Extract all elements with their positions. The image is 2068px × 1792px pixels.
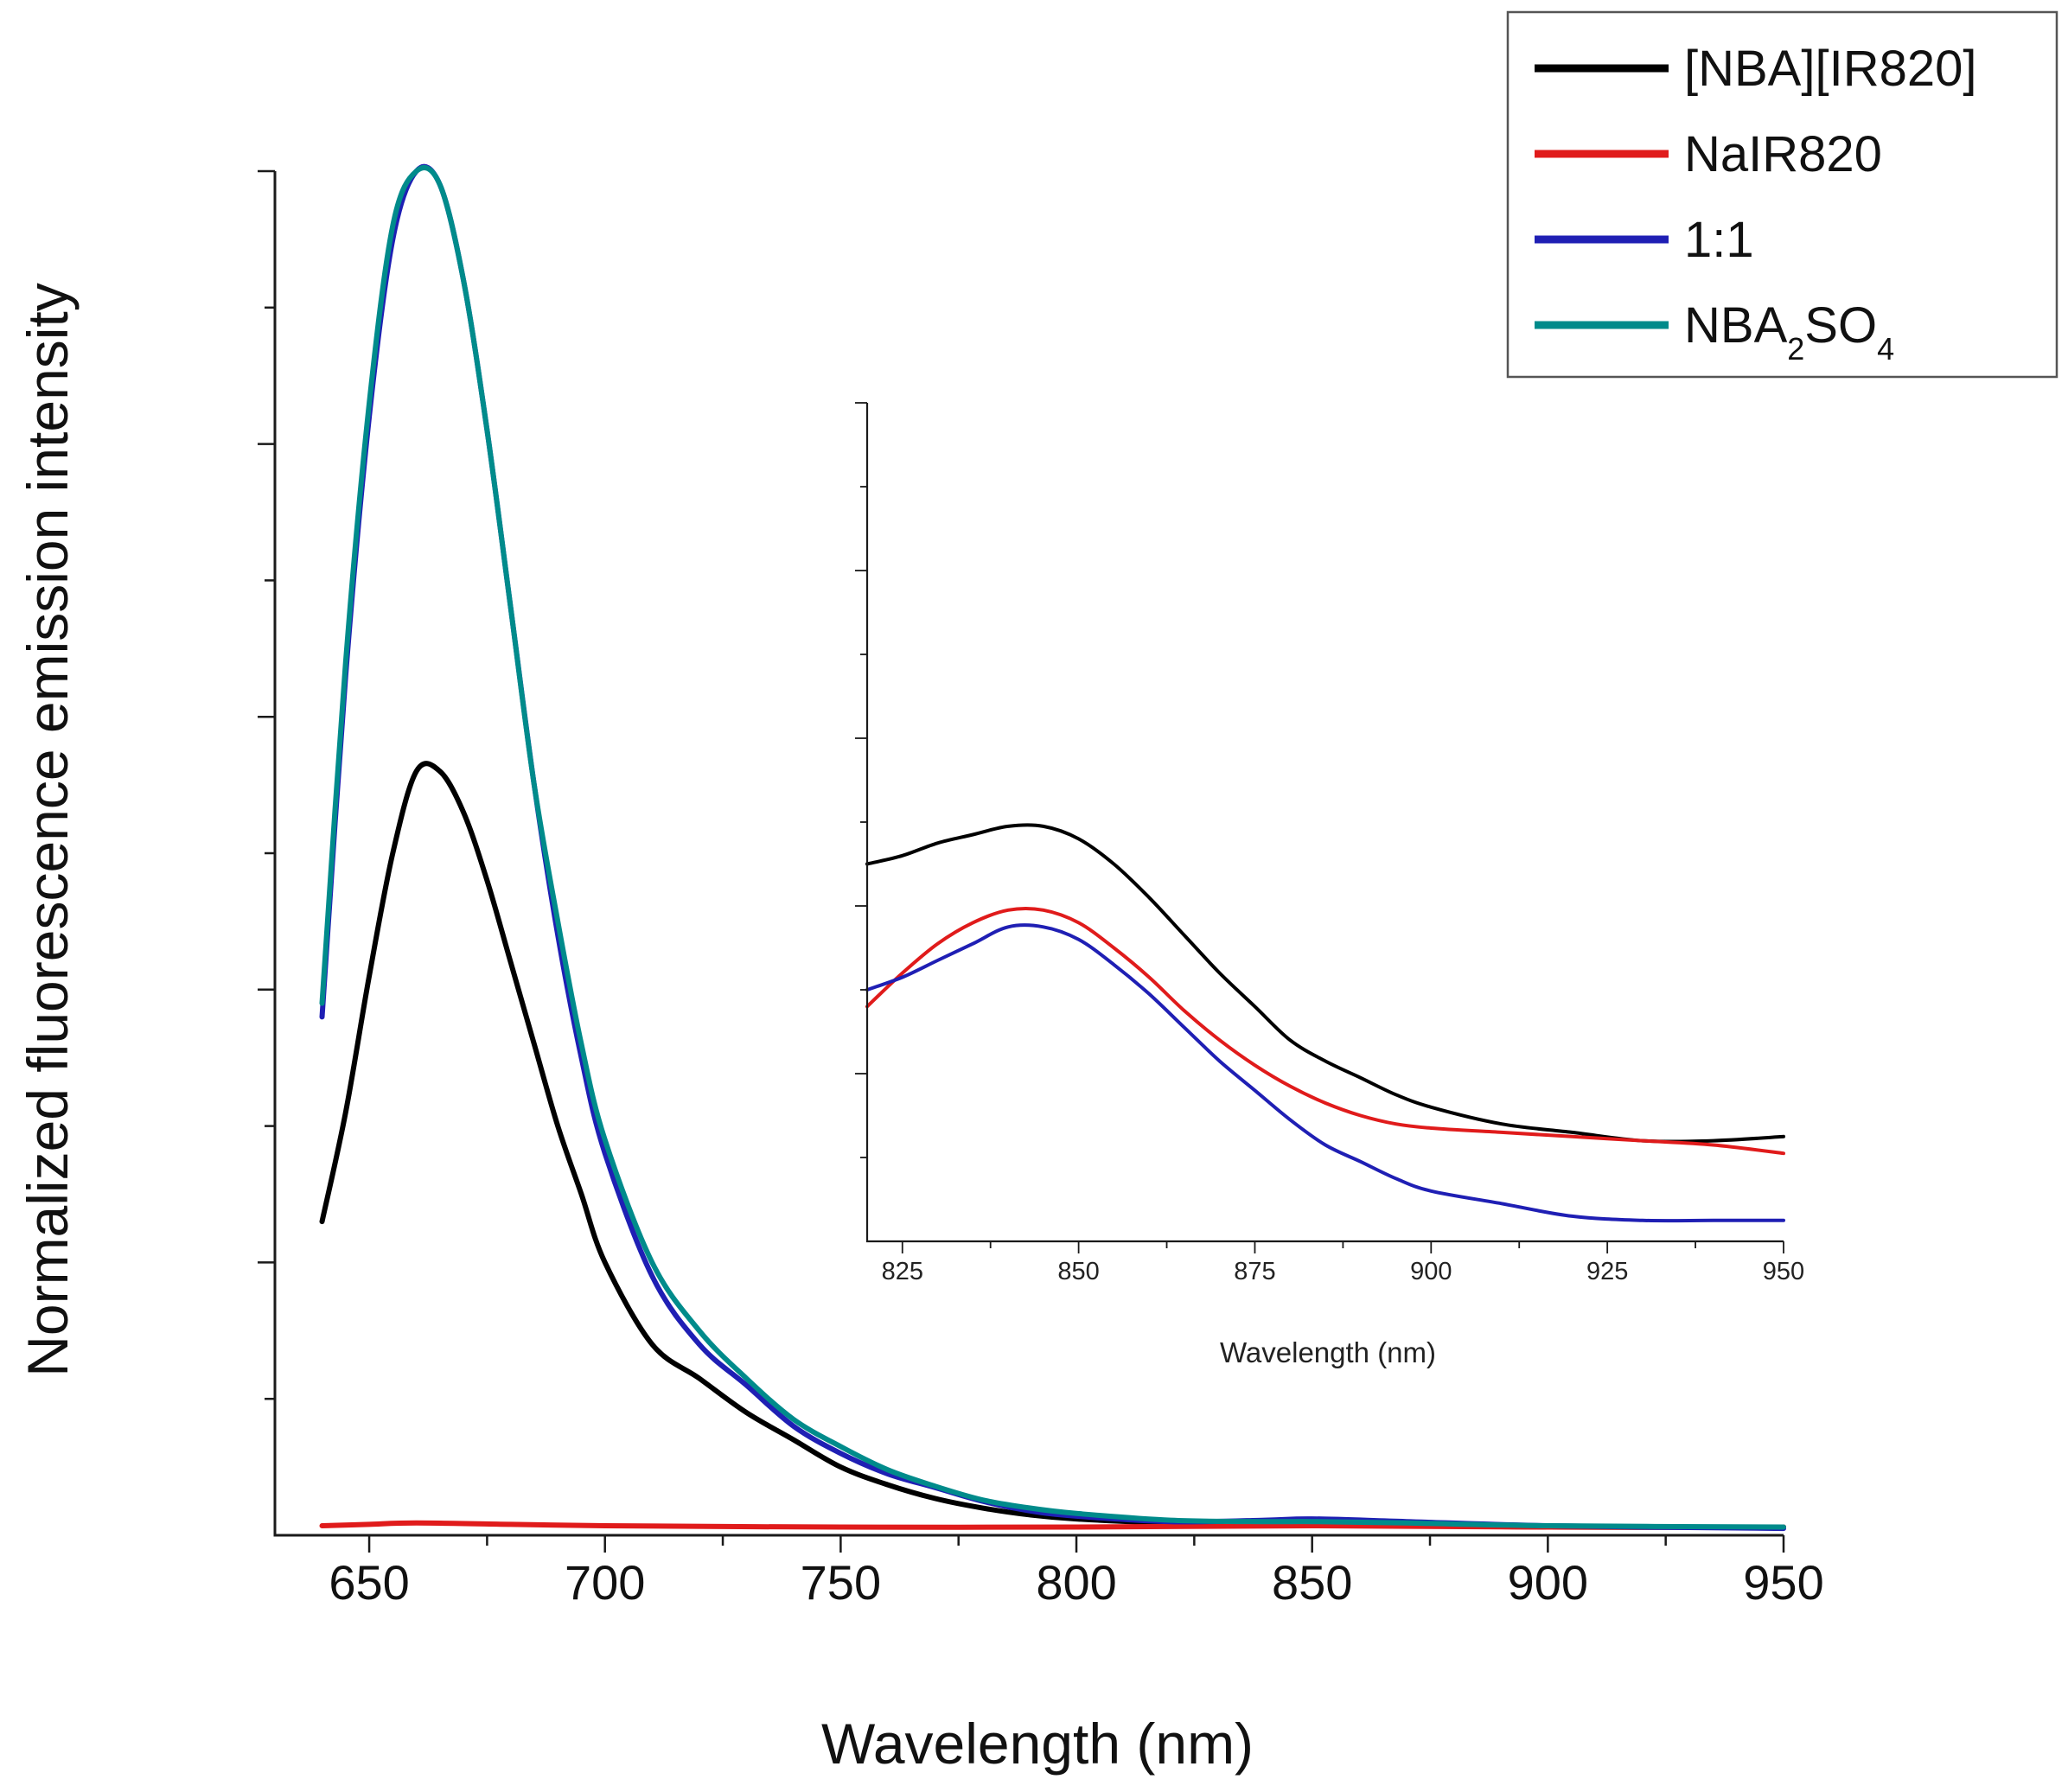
legend-label-1-1: 1:1 bbox=[1684, 212, 1754, 268]
inset-x-ticks: 825 850 875 900 925 950 bbox=[882, 1241, 1804, 1285]
inset-series-line-nair820 bbox=[865, 907, 1785, 1156]
legend-label-nba-ir820: [NBA][IR820] bbox=[1684, 41, 1976, 97]
main-series-line-nba2so4 bbox=[319, 164, 1786, 1530]
main-y-ticks bbox=[258, 169, 275, 1400]
main-x-tick-label: 750 bbox=[801, 1555, 881, 1610]
inset-x-tick-label: 825 bbox=[882, 1258, 923, 1285]
inset-y-ticks bbox=[855, 402, 867, 1158]
main-x-tick-label: 650 bbox=[329, 1555, 409, 1610]
main-x-tick-label: 900 bbox=[1508, 1555, 1588, 1610]
main-axes-frame bbox=[273, 171, 1784, 1537]
inset-series-line-1-1 bbox=[865, 923, 1785, 1223]
main-x-tick-label: 700 bbox=[565, 1555, 645, 1610]
main-x-tick-label: 950 bbox=[1743, 1555, 1823, 1610]
main-series-group bbox=[319, 163, 1786, 1532]
inset-axes-frame bbox=[865, 403, 1784, 1243]
inset-x-tick-label: 875 bbox=[1234, 1258, 1275, 1285]
legend: [NBA][IR820] NaIR820 1:1 NBA2SO4 bbox=[1506, 10, 2058, 379]
inset-series-line-nba-ir820 bbox=[865, 823, 1785, 1144]
inset-x-axis-title: Wavelength (nm) bbox=[1220, 1336, 1436, 1368]
inset-x-tick-label: 850 bbox=[1057, 1258, 1099, 1285]
inset-plot: 825 850 875 900 925 950 Wavelength (nm) bbox=[855, 402, 1804, 1368]
legend-label-nair820: NaIR820 bbox=[1684, 126, 1882, 182]
main-y-axis-title: Normalized fluorescence emission intensi… bbox=[16, 283, 80, 1377]
main-x-tick-label: 850 bbox=[1272, 1555, 1352, 1610]
main-x-axis-title: Wavelength (nm) bbox=[821, 1712, 1254, 1776]
legend-box bbox=[1506, 10, 2058, 379]
main-x-ticks: 650 700 750 800 850 900 950 bbox=[329, 1535, 1824, 1610]
main-x-tick-label: 800 bbox=[1036, 1555, 1116, 1610]
legend-label-nba2so4: NBA2SO4 bbox=[1684, 297, 1894, 367]
inset-x-tick-label: 950 bbox=[1763, 1258, 1804, 1285]
inset-x-tick-label: 925 bbox=[1586, 1258, 1628, 1285]
inset-x-tick-label: 900 bbox=[1410, 1258, 1452, 1285]
inset-background bbox=[867, 403, 1784, 1241]
inset-series-group bbox=[865, 823, 1785, 1223]
main-plot: 650 700 750 800 850 900 950 Wavelength (nm) No… bbox=[16, 163, 1824, 1776]
